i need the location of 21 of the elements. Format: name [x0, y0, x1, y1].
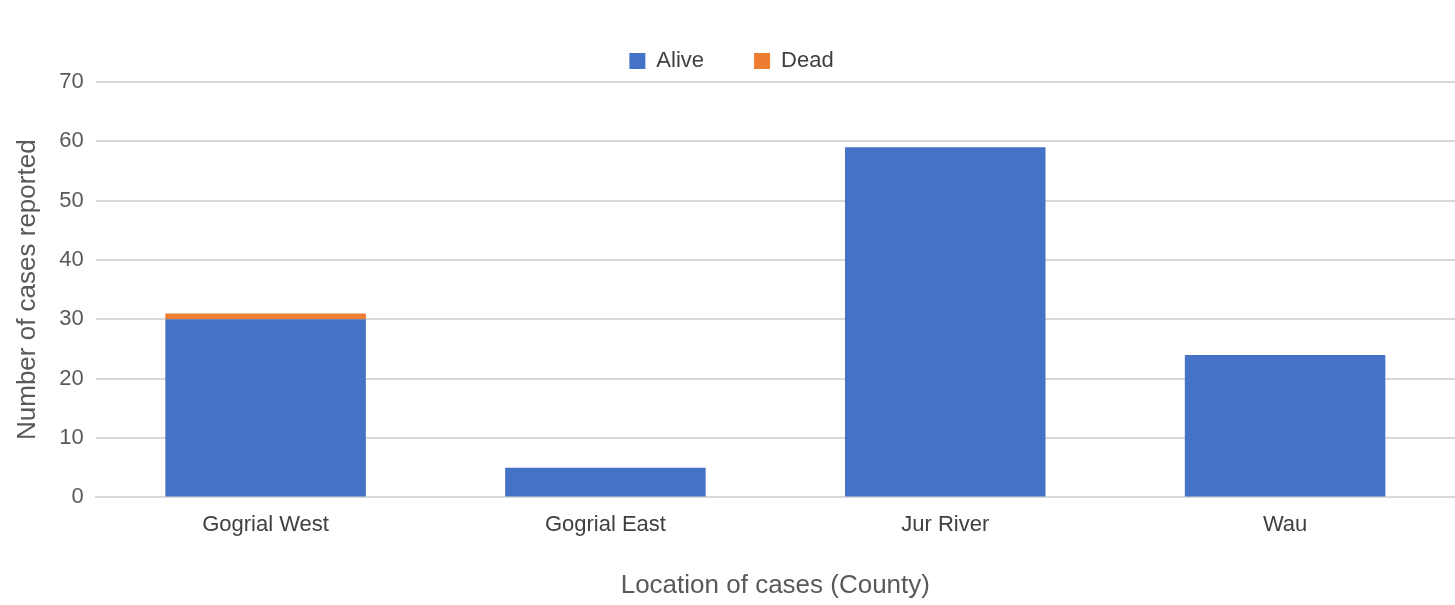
- bar: [505, 467, 706, 497]
- legend-label: Dead: [781, 47, 834, 73]
- y-tick-label: 40: [59, 246, 84, 272]
- bar: [845, 147, 1046, 497]
- y-tick-label: 70: [59, 68, 84, 94]
- x-tick-label: Jur River: [901, 510, 990, 536]
- y-tick-label: 30: [59, 305, 84, 331]
- y-tick-label: 20: [59, 364, 84, 390]
- bar: [165, 319, 366, 497]
- y-tick-label: 0: [71, 483, 84, 509]
- y-tick-label: 50: [59, 186, 84, 212]
- x-axis-title: Location of cases (County): [620, 568, 930, 599]
- x-tick-label: Gogrial East: [544, 510, 666, 536]
- y-tick-label: 60: [59, 127, 84, 153]
- x-tick-label: Gogrial West: [202, 510, 329, 536]
- x-tick-label: Wau: [1262, 510, 1308, 536]
- legend-label: Alive: [656, 47, 705, 73]
- bar: [165, 313, 366, 320]
- bar: [1184, 354, 1386, 497]
- y-tick-label: 10: [59, 424, 84, 450]
- y-axis-title: Number of cases reported: [10, 139, 41, 440]
